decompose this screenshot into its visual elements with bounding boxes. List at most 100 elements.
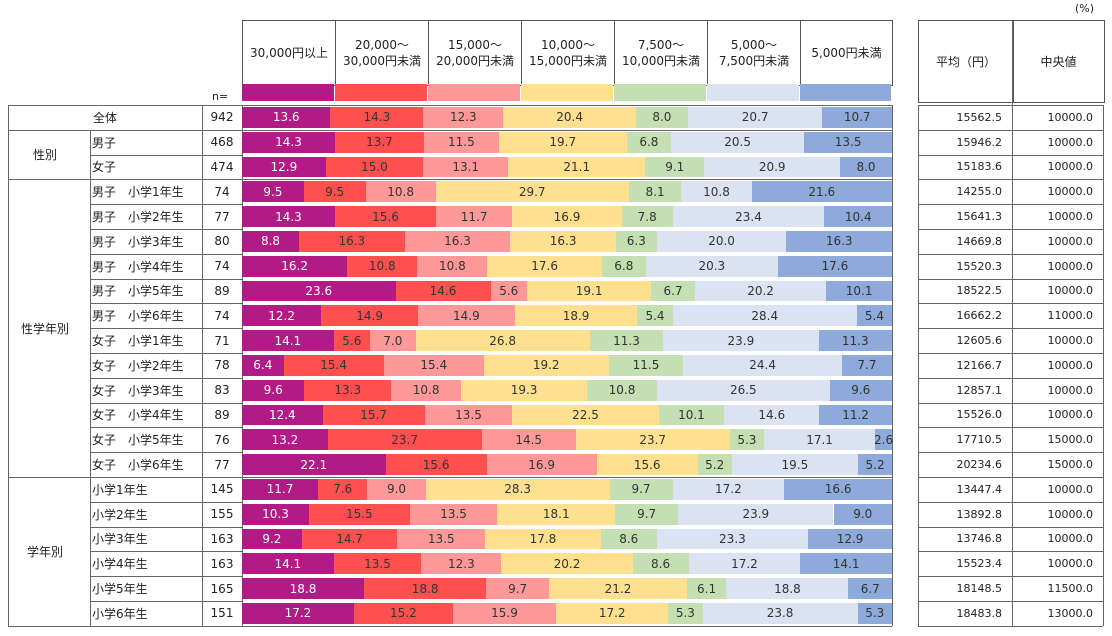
- bar-segment: 15.4: [383, 355, 484, 376]
- bar-segment: 14.5: [481, 429, 576, 451]
- bar-segment: 5.3: [668, 603, 703, 624]
- bar-segment-label: 13.1: [452, 159, 480, 174]
- bar-segment: 15.4: [283, 355, 384, 376]
- bar-segment: 23.9: [663, 330, 819, 351]
- bar-segment: 9.5: [242, 181, 304, 203]
- row-separator-line: [918, 229, 1103, 230]
- bar-segment: 16.2: [242, 255, 348, 277]
- bar-segment: 2.6: [874, 429, 893, 451]
- bar-segment: 17.2: [688, 553, 801, 575]
- bar-segment-label: 20.2: [553, 556, 581, 571]
- bar-segment: 20.2: [694, 280, 827, 302]
- legend-swatch: [521, 84, 613, 101]
- row-median-value: 10000.0: [1047, 557, 1094, 571]
- bar-segment: 10.8: [681, 181, 752, 203]
- bar-segment: 23.6: [242, 280, 396, 302]
- bar-segment-label: 22.5: [572, 407, 599, 422]
- bar-segment: 15.6: [385, 454, 487, 475]
- bar-segment: 9.6: [829, 379, 892, 401]
- bar-segment: 20.5: [671, 131, 805, 153]
- row-label: 全体: [92, 110, 117, 125]
- bar-segment: 19.5: [731, 454, 859, 475]
- bar-segment-label: 12.2: [268, 308, 295, 323]
- bar-segment: 7.0: [370, 330, 416, 351]
- row-mean-value: 17710.5: [956, 433, 1003, 447]
- row-separator-line: [90, 353, 242, 354]
- bar-segment: 17.2: [242, 603, 354, 624]
- bar-segment: 22.5: [512, 404, 659, 426]
- bar-segment-label: 23.7: [639, 432, 667, 447]
- bar-segment-label: 17.1: [806, 432, 833, 447]
- bar-segment-label: 21.2: [604, 581, 632, 596]
- bar-segment-label: 6.8: [614, 259, 634, 274]
- bar-segment: 23.9: [678, 503, 834, 525]
- row-separator-line: [918, 328, 1103, 329]
- row-mean-value: 15641.3: [956, 210, 1003, 224]
- bar-segment-label: 9.0: [853, 507, 873, 522]
- row-label: 男子 小学4年生: [92, 259, 184, 274]
- bar-segment-label: 14.5: [515, 432, 543, 447]
- bar-segment: 14.9: [417, 305, 515, 327]
- bar-segment-label: 9.7: [508, 581, 528, 596]
- row-median-value: 15000.0: [1047, 458, 1094, 472]
- row-separator-line: [90, 502, 242, 503]
- bar-segment-label: 13.2: [271, 432, 299, 447]
- bar-segment-label: 16.3: [338, 234, 366, 249]
- bar-segment-label: 9.5: [325, 184, 345, 199]
- bar-segment: 14.1: [800, 553, 892, 575]
- bar-segment: 13.3: [304, 379, 391, 401]
- bar-segment-label: 19.7: [549, 135, 577, 150]
- bar-segment-label: 15.7: [360, 407, 387, 422]
- row-mean-value: 15526.0: [956, 408, 1003, 422]
- row-separator-line: [918, 551, 1103, 552]
- bar-segment: 23.4: [672, 206, 825, 227]
- bar-segment-label: 12.3: [448, 556, 475, 571]
- bar-segment: 9.7: [609, 479, 673, 500]
- bar-segment: 16.3: [786, 231, 892, 252]
- bar-segment-label: 15.4: [320, 358, 347, 373]
- bar-segment: 20.7: [687, 107, 823, 128]
- bar-segment-label: 7.6: [333, 482, 353, 497]
- row-label: 小学2年生: [92, 507, 148, 522]
- bar-segment-label: 8.8: [260, 234, 281, 249]
- bar-segment-label: 11.3: [841, 333, 869, 348]
- row-n-value: 89: [214, 407, 230, 422]
- bar-segment: 28.4: [672, 305, 857, 327]
- bar-segment: 17.2: [672, 479, 785, 500]
- bar-segment-label: 16.9: [528, 457, 556, 472]
- bar-segment-label: 10.8: [703, 184, 730, 199]
- bar-segment: 17.1: [764, 429, 876, 451]
- bar-segment-label: 20.4: [556, 110, 583, 125]
- row-n-value: 468: [210, 135, 234, 150]
- row-mean-value: 13447.4: [956, 482, 1003, 496]
- bar-segment-label: 8.6: [619, 531, 639, 546]
- bar-segment: 14.3: [242, 131, 335, 153]
- row-mean-value: 13746.8: [956, 532, 1003, 546]
- bar-segment: 9.1: [645, 156, 705, 178]
- row-separator-line: [90, 328, 242, 329]
- row-separator-line: [918, 427, 1103, 428]
- bar-segment: 20.3: [645, 255, 778, 277]
- bar-segment-label: 10.8: [608, 383, 636, 398]
- row-median-value: 10000.0: [1047, 408, 1094, 422]
- bar-segment-label: 10.8: [368, 259, 396, 274]
- legend-header-cell: 5,000～ 7,500円未満: [707, 20, 801, 86]
- bar-segment: 16.3: [404, 231, 511, 252]
- bar-segment-label: 9.6: [263, 383, 283, 398]
- row-median-value: 11000.0: [1047, 309, 1094, 323]
- group-separator-line: [8, 130, 892, 131]
- row-separator-line: [918, 279, 1103, 280]
- bar-segment-label: 17.2: [731, 556, 758, 571]
- row-separator-line: [918, 204, 1103, 205]
- row-mean-value: 16662.2: [956, 309, 1003, 323]
- bar-segment-label: 14.1: [274, 556, 302, 571]
- row-separator-line: [918, 452, 1103, 453]
- bar-segment-label: 26.5: [729, 383, 757, 398]
- bar-segment-label: 5.2: [705, 457, 725, 472]
- bar-segment-label: 14.3: [275, 209, 302, 224]
- row-mean-value: 15946.2: [956, 135, 1003, 149]
- bar-segment-label: 6.7: [860, 581, 880, 596]
- row-median-value: 10000.0: [1047, 259, 1094, 273]
- bar-segment-label: 28.4: [751, 308, 779, 323]
- bar-segment: 8.6: [600, 528, 657, 550]
